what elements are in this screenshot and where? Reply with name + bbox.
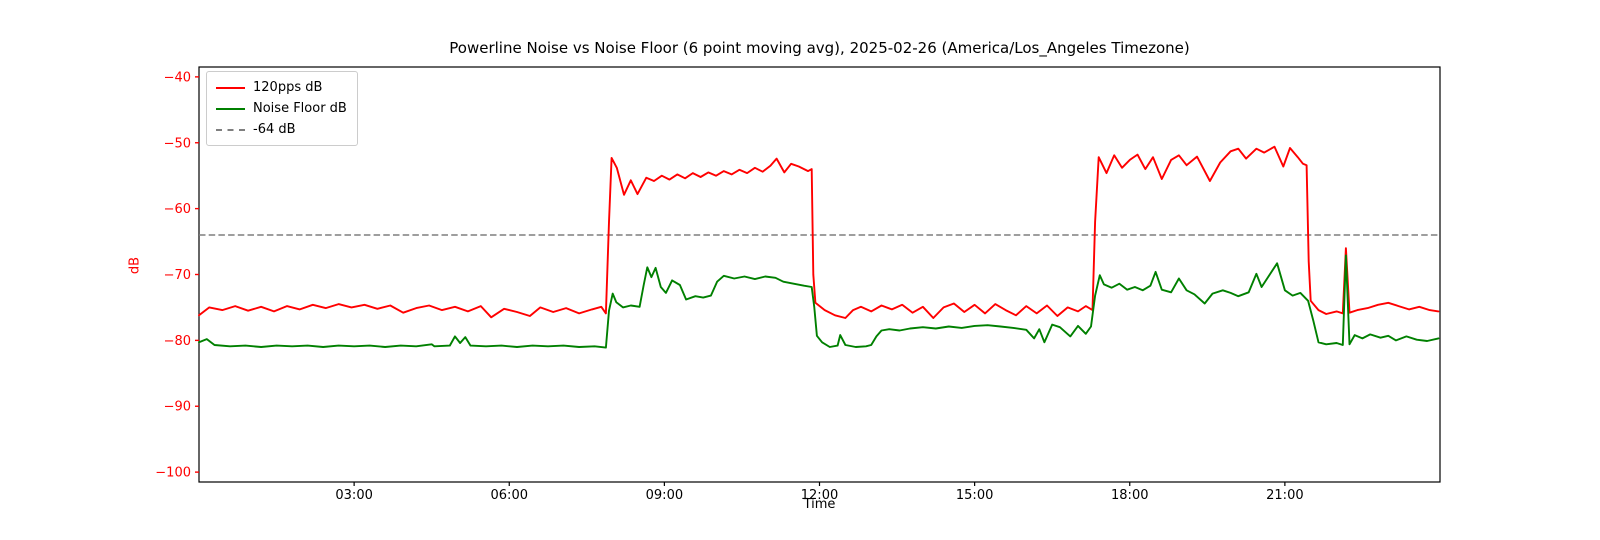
plot-frame xyxy=(198,66,1441,483)
x-tick-label: 12:00 xyxy=(801,488,838,503)
x-tick-label: 06:00 xyxy=(491,488,528,503)
legend-label: Noise Floor dB xyxy=(253,101,347,116)
legend-label: -64 dB xyxy=(253,122,296,137)
y-tick-label: −70 xyxy=(164,268,191,283)
series-line-0 xyxy=(198,145,1440,319)
y-tick-label: −50 xyxy=(164,136,191,151)
legend-item-120pps: 120pps dB xyxy=(216,77,347,98)
legend-swatch-red-line xyxy=(216,86,245,89)
legend-item-noise-floor: Noise Floor dB xyxy=(216,98,347,119)
legend-swatch-gray-dashed-line xyxy=(216,128,245,131)
y-tick-label: −100 xyxy=(155,466,191,481)
x-tick-label: 03:00 xyxy=(335,488,372,503)
chart-title: Powerline Noise vs Noise Floor (6 point … xyxy=(449,39,1190,57)
x-tick-label: 21:00 xyxy=(1266,488,1303,503)
x-axis-label: Time xyxy=(803,497,836,512)
legend-label: 120pps dB xyxy=(253,80,323,95)
y-tick-label: −80 xyxy=(164,334,191,349)
y-tick-label: −90 xyxy=(164,400,191,415)
y-tick-label: −60 xyxy=(164,202,191,217)
legend: 120pps dB Noise Floor dB -64 dB xyxy=(206,71,358,146)
legend-item-threshold: -64 dB xyxy=(216,119,347,140)
y-tick-label: −40 xyxy=(164,70,191,85)
x-tick-label: 09:00 xyxy=(646,488,683,503)
x-tick-label: 15:00 xyxy=(956,488,993,503)
x-tick-label: 18:00 xyxy=(1111,488,1148,503)
series-line-1 xyxy=(198,254,1440,349)
legend-swatch-green-line xyxy=(216,107,245,110)
y-axis-label: dB xyxy=(127,256,143,275)
